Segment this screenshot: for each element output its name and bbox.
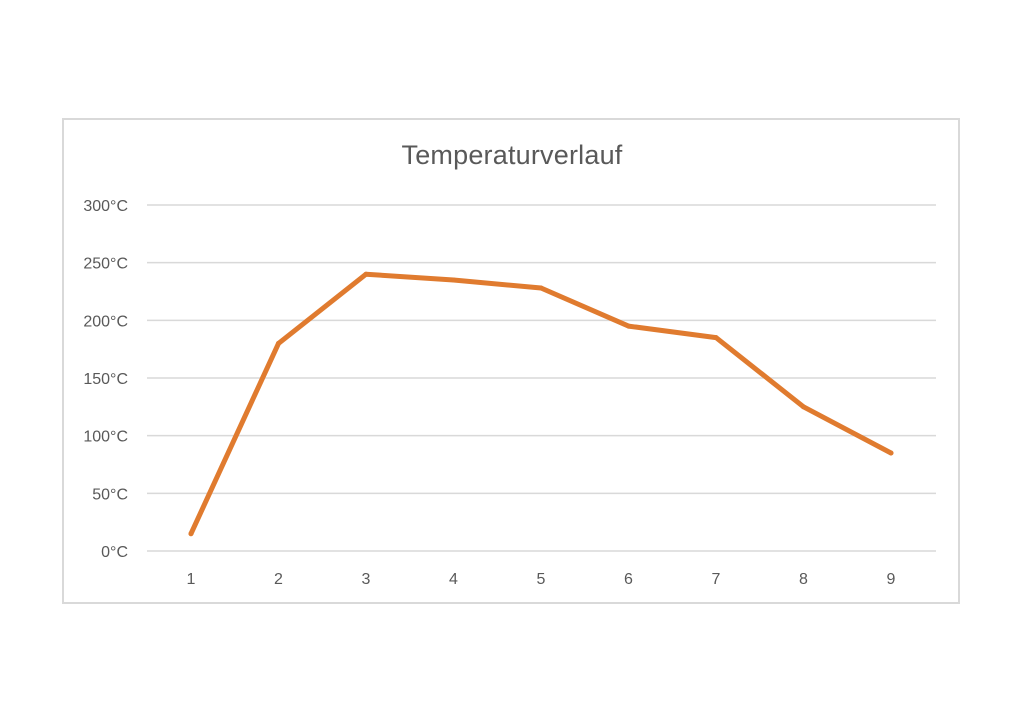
x-tick-label: 5 xyxy=(537,571,546,588)
data-point xyxy=(451,277,456,283)
data-point xyxy=(626,323,631,329)
data-point xyxy=(363,271,369,277)
data-point xyxy=(188,531,194,537)
x-tick-label: 8 xyxy=(799,571,808,588)
y-tick-label: 200°C xyxy=(83,313,128,330)
x-tick-label: 3 xyxy=(362,571,371,588)
x-tick-label: 9 xyxy=(887,571,896,588)
y-tick-label: 250°C xyxy=(83,256,128,273)
chart-frame xyxy=(62,118,960,604)
data-point xyxy=(888,450,894,456)
series-line xyxy=(188,271,894,537)
chart-title: Temperaturverlauf xyxy=(401,140,623,170)
y-tick-label: 300°C xyxy=(83,198,128,215)
y-tick-label: 0°C xyxy=(101,544,128,561)
x-tick-label: 4 xyxy=(449,571,458,588)
x-axis-tick-labels: 1 2 3 4 5 6 7 8 9 xyxy=(187,571,896,588)
x-tick-label: 7 xyxy=(712,571,721,588)
grid-lines xyxy=(147,204,936,552)
data-point xyxy=(801,404,806,410)
data-point xyxy=(276,340,281,346)
x-tick-label: 2 xyxy=(274,571,283,588)
data-point xyxy=(713,335,719,341)
y-tick-label: 50°C xyxy=(92,486,128,503)
y-tick-label: 150°C xyxy=(83,371,128,388)
x-tick-label: 6 xyxy=(624,571,633,588)
series-layer xyxy=(188,271,894,537)
y-axis-tick-labels: 0°C 50°C 100°C 150°C 200°C 250°C 300°C xyxy=(83,198,128,561)
data-point xyxy=(538,285,544,291)
x-tick-label: 1 xyxy=(187,571,196,588)
y-tick-label: 100°C xyxy=(83,429,128,446)
